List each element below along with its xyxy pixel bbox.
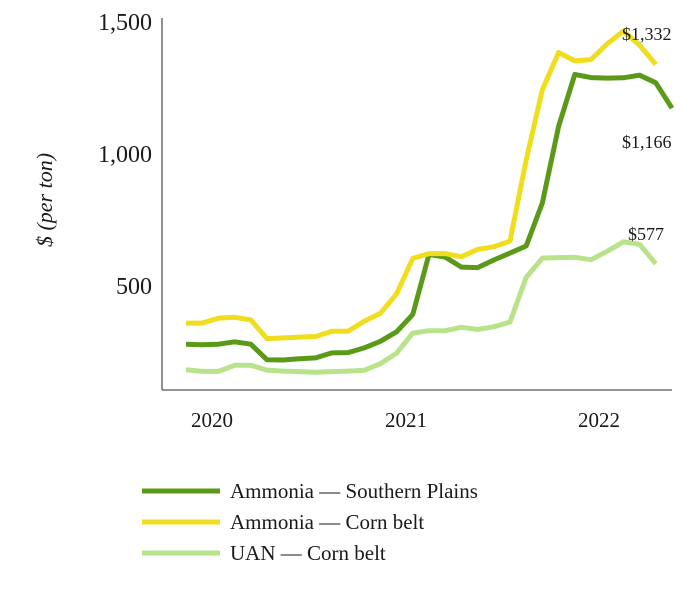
legend-label-ammonia-southern-plains: Ammonia — Southern Plains: [230, 479, 478, 503]
legend-label-ammonia-corn-belt: Ammonia — Corn belt: [230, 510, 424, 534]
x-tick-label-2020: 2020: [191, 408, 233, 432]
y-tick-label-1500: 1,500: [98, 10, 152, 36]
x-tick-label-2022: 2022: [578, 408, 620, 432]
series-line-uan-corn-belt: [185, 239, 658, 375]
end-label-uan-corn-belt: $577: [628, 224, 664, 244]
series-line-ammonia-corn-belt: [186, 28, 658, 342]
end-label-ammonia-southern-plains: $1,166: [622, 132, 672, 152]
y-tick-label-1000: 1,000: [98, 142, 152, 168]
y-axis-label: $ (per ton): [32, 153, 57, 247]
x-tick-label-2021: 2021: [385, 408, 427, 432]
series-line-ammonia-southern-plains: [185, 71, 675, 363]
legend-label-uan-corn-belt: UAN — Corn belt: [230, 541, 386, 565]
legend: Ammonia — Southern Plains Ammonia — Corn…: [142, 479, 478, 565]
end-label-ammonia-corn-belt: $1,332: [622, 24, 672, 44]
y-tick-label-500: 500: [116, 274, 152, 300]
